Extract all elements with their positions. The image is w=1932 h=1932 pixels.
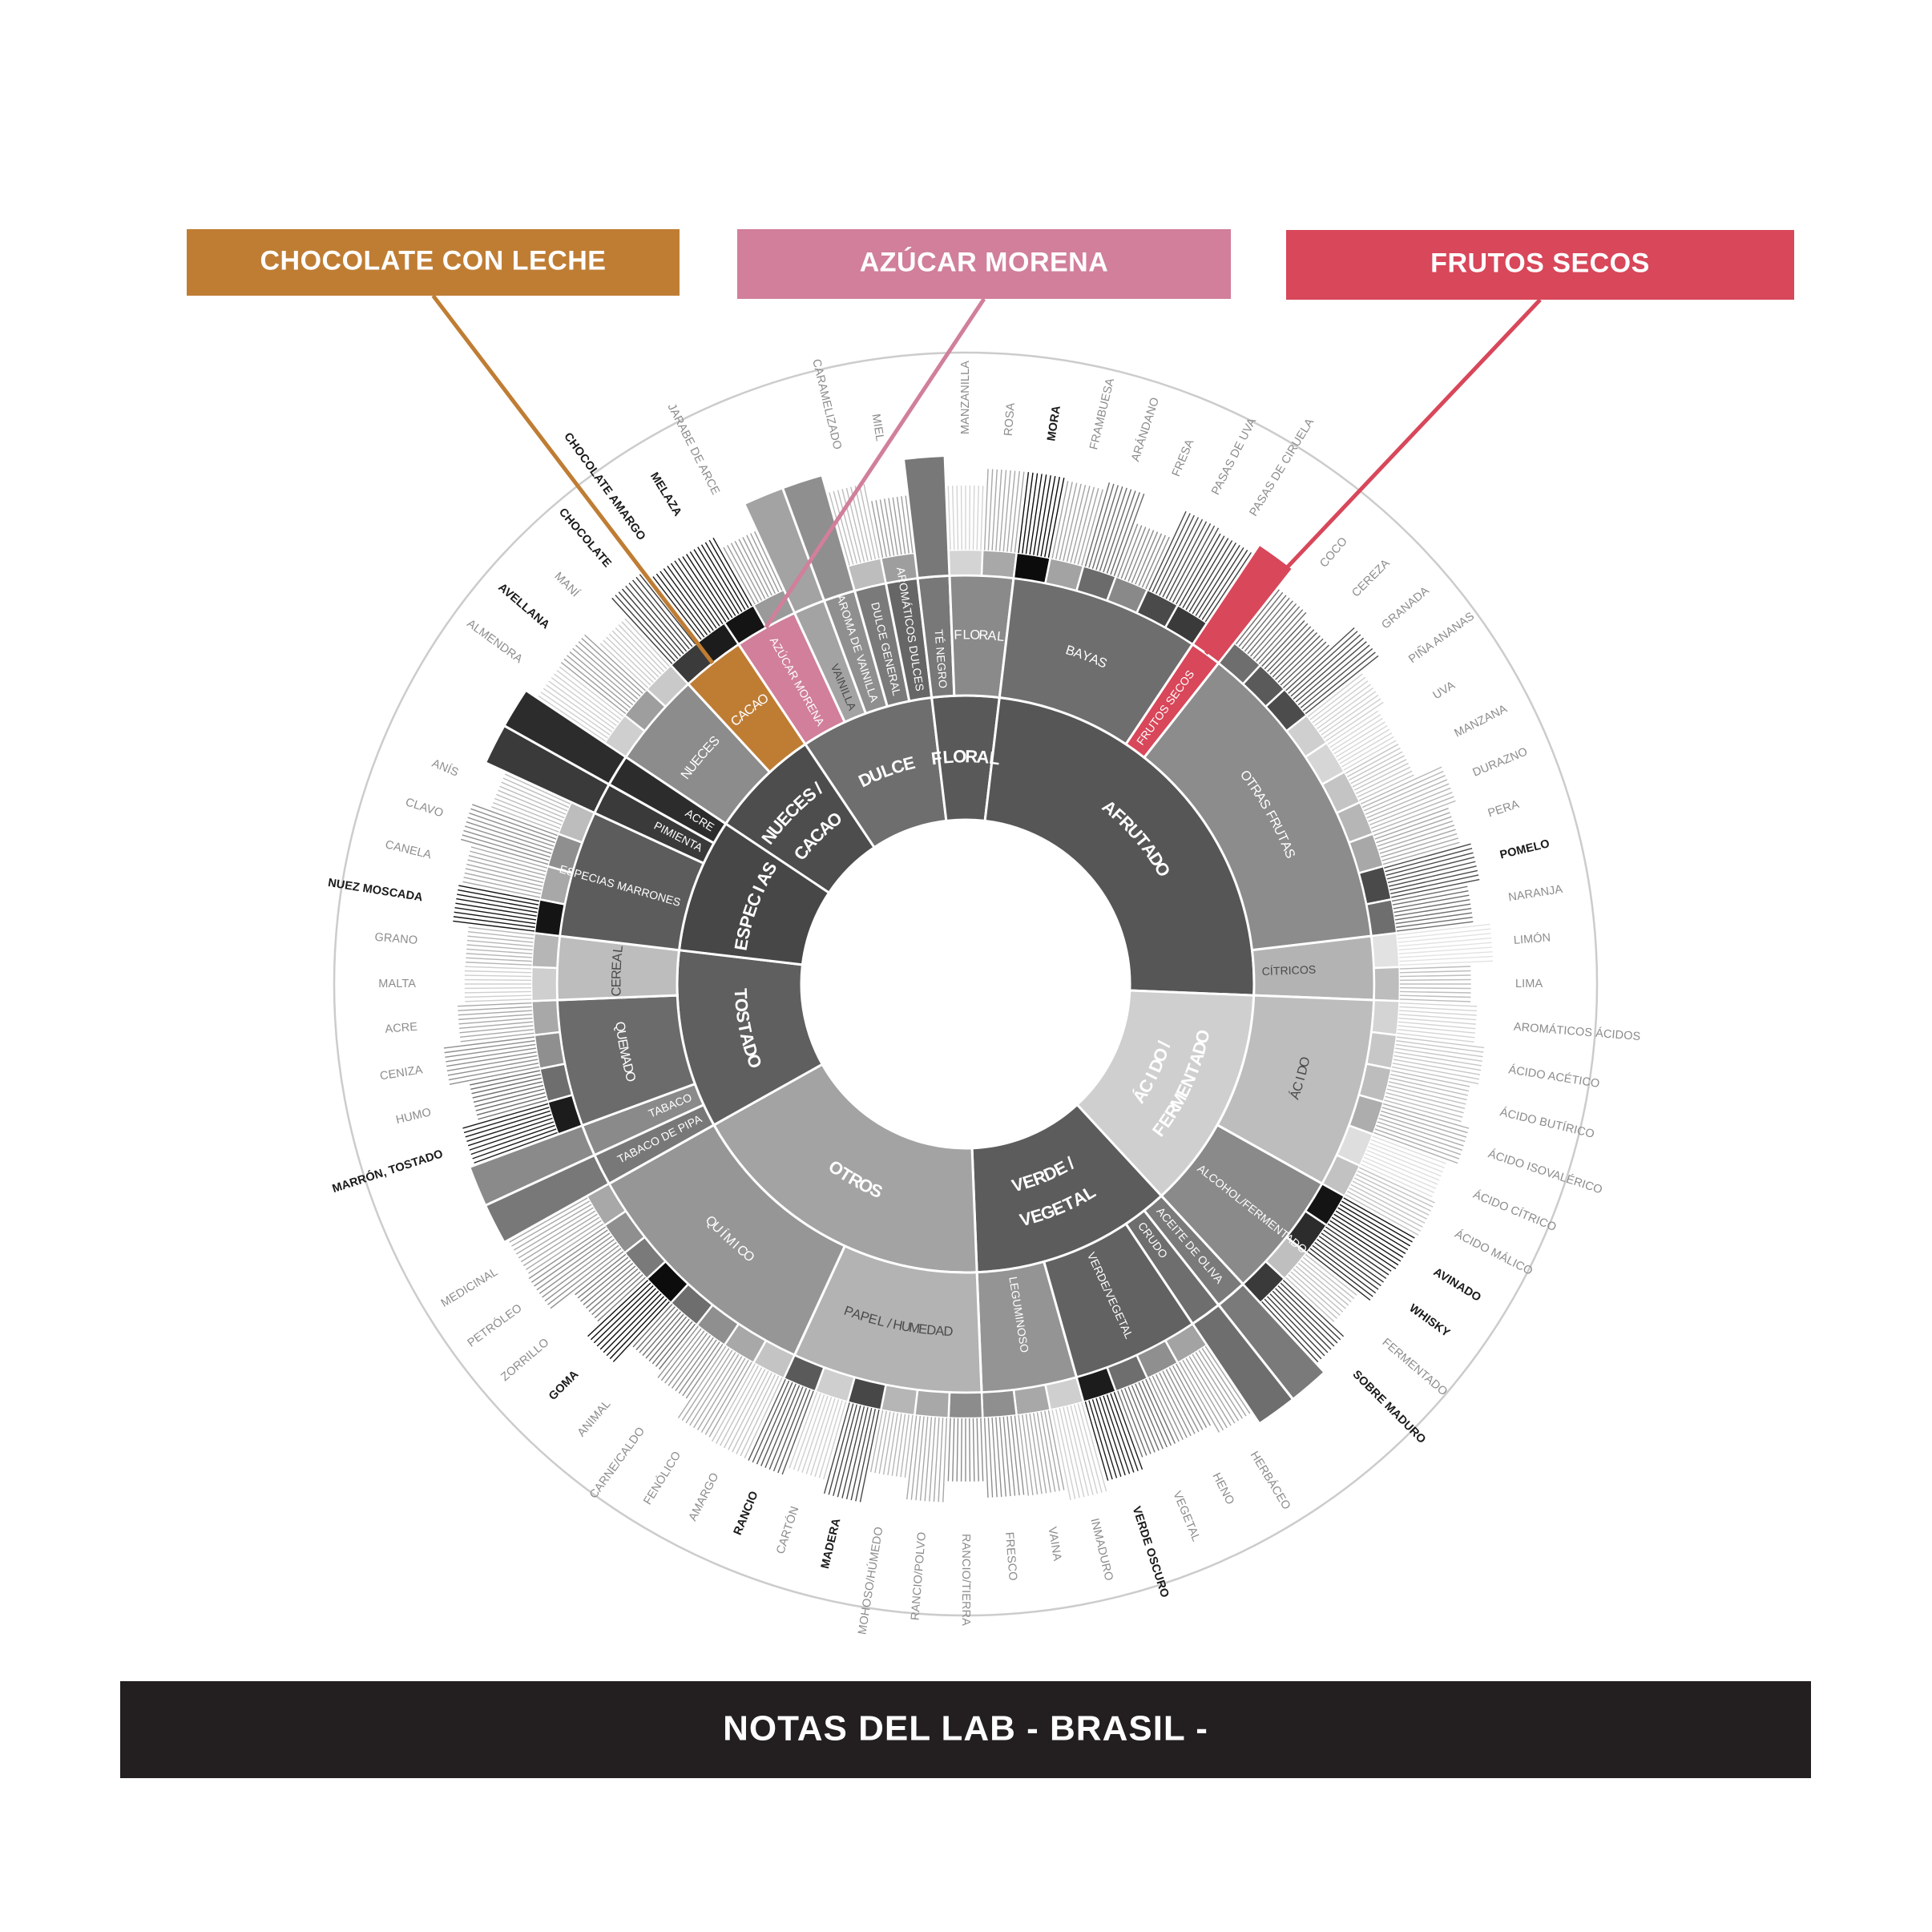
svg-text:CÍTRICOS: CÍTRICOS [1261,963,1316,978]
svg-text:ÁCIDO CÍTRICO: ÁCIDO CÍTRICO [1471,1188,1559,1234]
svg-text:MOHOSO/HÚMEDO: MOHOSO/HÚMEDO [855,1526,885,1636]
svg-text:ÁCIDO ISOVALÉRICO: ÁCIDO ISOVALÉRICO [1486,1147,1604,1196]
svg-text:LIMA: LIMA [1515,978,1543,990]
svg-text:JARABE DE ARCE: JARABE DE ARCE [665,401,722,497]
svg-text:RANCIO/TIERRA: RANCIO/TIERRA [959,1534,972,1626]
svg-text:AVELLANA: AVELLANA [495,581,552,632]
svg-text:D: D [943,1325,954,1340]
svg-text:INMADURO: INMADURO [1088,1517,1115,1582]
svg-text:L: L [996,629,1005,644]
svg-text:WHISKY: WHISKY [1406,1302,1452,1341]
svg-text:MANÍ: MANÍ [551,570,582,600]
svg-text:PETRÓLEO: PETRÓLEO [465,1301,525,1350]
svg-text:CHOCOLATE CON LECHE: CHOCOLATE CON LECHE [260,245,607,276]
svg-text:ÁCIDO MÁLICO: ÁCIDO MÁLICO [1453,1227,1535,1278]
svg-text:MIEL: MIEL [869,413,886,442]
svg-text:MANZANILLA: MANZANILLA [959,361,972,434]
svg-text:LIMÓN: LIMÓN [1513,930,1551,947]
svg-text:RANCIO: RANCIO [732,1490,761,1538]
svg-text:ZORRILLO: ZORRILLO [498,1336,551,1384]
svg-text:MANZANA: MANZANA [1453,703,1510,740]
svg-text:ALMENDRA: ALMENDRA [465,617,525,666]
svg-text:FRESA: FRESA [1170,438,1197,478]
svg-text:PASAS DE CIRUELA: PASAS DE CIRUELA [1247,416,1317,518]
svg-text:NARANJA: NARANJA [1507,883,1563,905]
svg-text:MALTA: MALTA [378,978,416,990]
svg-text:AROMÁTICOS ÁCIDOS: AROMÁTICOS ÁCIDOS [1513,1020,1641,1043]
svg-text:FENÓLICO: FENÓLICO [641,1449,684,1507]
svg-text:VERDE OSCURO: VERDE OSCURO [1130,1505,1172,1599]
svg-text:MEDICINAL: MEDICINAL [439,1265,500,1309]
svg-text:SOBRE MADURO: SOBRE MADURO [1350,1368,1429,1446]
svg-text:FRESCO: FRESCO [1002,1531,1019,1581]
svg-text:UVA: UVA [1431,679,1458,702]
svg-text:MELAZA: MELAZA [647,470,684,519]
svg-text:GOMA: GOMA [547,1368,582,1403]
svg-text:HENO: HENO [1209,1471,1236,1507]
svg-text:NOTAS DEL LAB - BRASIL -: NOTAS DEL LAB - BRASIL - [723,1709,1208,1748]
svg-text:FERMENTADO: FERMENTADO [1380,1336,1450,1398]
svg-text:POMELO: POMELO [1498,837,1551,861]
svg-text:CARTÓN: CARTÓN [773,1505,801,1556]
svg-text:COCO: COCO [1317,535,1350,571]
svg-text:CANELA: CANELA [384,838,433,861]
svg-text:A: A [610,953,625,962]
svg-text:HERBÁCEO: HERBÁCEO [1248,1449,1293,1512]
svg-text:CLAVO: CLAVO [404,796,445,820]
svg-text:ANÍS: ANÍS [430,756,461,780]
svg-text:L: L [611,945,626,954]
svg-text:ÁCIDO ACÉTICO: ÁCIDO ACÉTICO [1507,1063,1600,1091]
svg-text:AVINADO: AVINADO [1431,1265,1483,1304]
svg-text:GRANADA: GRANADA [1379,584,1432,631]
svg-text:HUMO: HUMO [395,1106,433,1127]
svg-text:FRUTOS SECOS: FRUTOS SECOS [1430,248,1650,278]
svg-text:CARAMELIZADO: CARAMELIZADO [809,358,844,451]
svg-text:DURAZNO: DURAZNO [1471,745,1530,779]
svg-text:ACRE: ACRE [385,1021,418,1036]
svg-text:A: A [987,628,997,643]
svg-text:MORA: MORA [1045,405,1063,442]
svg-text:PERA: PERA [1486,798,1521,821]
svg-text:GRANO: GRANO [374,931,418,947]
svg-text:MARRÓN, TOSTADO: MARRÓN, TOSTADO [330,1146,445,1196]
svg-text:CEREZA: CEREZA [1349,557,1392,599]
svg-text:VEGETAL: VEGETAL [1170,1490,1202,1544]
svg-text:CENIZA: CENIZA [379,1063,424,1083]
svg-text:AZÚCAR MORENA: AZÚCAR MORENA [860,247,1109,277]
svg-text:ARÁNDANO: ARÁNDANO [1128,396,1162,463]
svg-text:NUEZ MOSCADA: NUEZ MOSCADA [327,877,424,905]
svg-text:RANCIO/POLVO: RANCIO/POLVO [909,1531,929,1620]
svg-text:FRAMBUESA: FRAMBUESA [1087,377,1117,451]
svg-text:F: F [954,627,962,642]
svg-text:VAINA: VAINA [1046,1526,1064,1562]
svg-text:PIÑA ANANAS: PIÑA ANANAS [1406,609,1477,666]
svg-text:CHOCOLATE: CHOCOLATE [556,506,614,570]
svg-text:AMARGO: AMARGO [687,1471,722,1523]
svg-text:MADERA: MADERA [819,1517,844,1571]
svg-text:ANIMAL: ANIMAL [575,1398,614,1439]
svg-text:PASAS DE UVA: PASAS DE UVA [1209,416,1259,497]
svg-text:ROSA: ROSA [1002,402,1018,437]
svg-text:CARNE/CALDO: CARNE/CALDO [587,1425,647,1501]
